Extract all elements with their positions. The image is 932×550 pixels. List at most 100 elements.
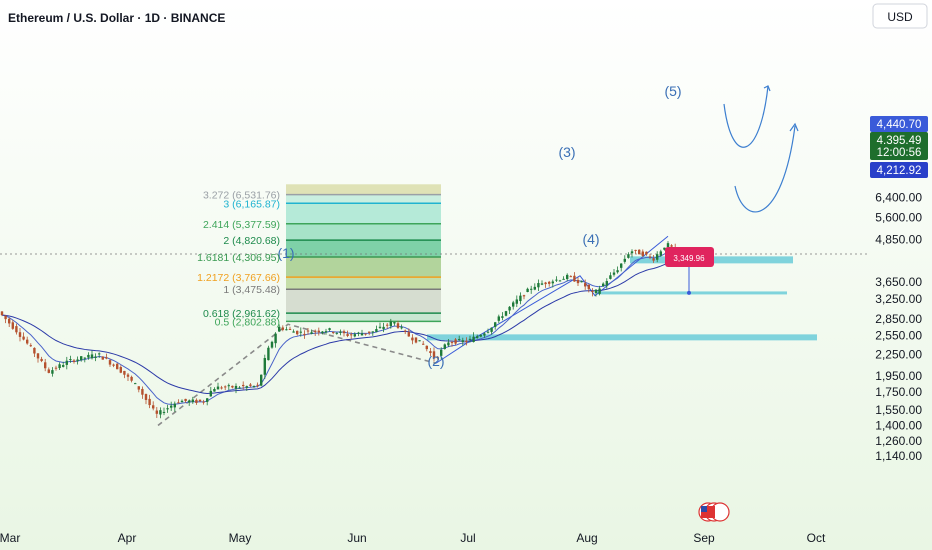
candle-body[interactable] bbox=[292, 331, 295, 333]
candle-body[interactable] bbox=[288, 328, 292, 330]
candle-body[interactable] bbox=[317, 330, 320, 333]
candle-body[interactable] bbox=[119, 367, 122, 373]
candle-body[interactable] bbox=[533, 286, 536, 290]
candle-body[interactable] bbox=[422, 343, 425, 345]
candle-body[interactable] bbox=[537, 283, 540, 288]
candle-body[interactable] bbox=[555, 279, 558, 281]
us-flag-icon[interactable] bbox=[698, 502, 730, 522]
candle-body[interactable] bbox=[479, 335, 482, 337]
candle-body[interactable] bbox=[98, 353, 101, 355]
candle-body[interactable] bbox=[627, 254, 630, 258]
candle-body[interactable] bbox=[342, 331, 346, 334]
candle-body[interactable] bbox=[436, 356, 439, 359]
candle-body[interactable] bbox=[105, 357, 108, 359]
candle-body[interactable] bbox=[368, 331, 371, 333]
candle-body[interactable] bbox=[540, 283, 544, 285]
candle-body[interactable] bbox=[58, 364, 61, 369]
candle-body[interactable] bbox=[216, 386, 220, 390]
candle-body[interactable] bbox=[494, 322, 497, 327]
candle-body[interactable] bbox=[62, 365, 65, 367]
candle-body[interactable] bbox=[238, 387, 241, 389]
candle-body[interactable] bbox=[314, 330, 317, 332]
candle-body[interactable] bbox=[339, 331, 342, 333]
candle-body[interactable] bbox=[152, 405, 155, 409]
candle-body[interactable] bbox=[162, 411, 166, 413]
candle-body[interactable] bbox=[130, 376, 133, 381]
candle-body[interactable] bbox=[522, 295, 526, 297]
candle-body[interactable] bbox=[663, 247, 666, 250]
candle-body[interactable] bbox=[231, 385, 234, 388]
candle-body[interactable] bbox=[620, 263, 623, 268]
candle-body[interactable] bbox=[234, 385, 238, 389]
candle-body[interactable] bbox=[260, 374, 263, 386]
candle-body[interactable] bbox=[274, 333, 277, 344]
candle-body[interactable] bbox=[65, 360, 68, 365]
candle-body[interactable] bbox=[580, 281, 583, 283]
candle-body[interactable] bbox=[328, 328, 331, 330]
candle-body[interactable] bbox=[332, 332, 335, 334]
candle-body[interactable] bbox=[281, 327, 284, 330]
candle-body[interactable] bbox=[321, 331, 324, 333]
candle-body[interactable] bbox=[447, 342, 450, 346]
candle-body[interactable] bbox=[0, 311, 4, 316]
candle-body[interactable] bbox=[350, 334, 353, 336]
candle-body[interactable] bbox=[569, 276, 572, 278]
candle-body[interactable] bbox=[94, 356, 97, 358]
candle-body[interactable] bbox=[594, 289, 598, 294]
support-zone-lower[interactable] bbox=[427, 334, 817, 341]
candle-body[interactable] bbox=[227, 385, 230, 387]
candle-body[interactable] bbox=[252, 385, 256, 387]
candle-body[interactable] bbox=[400, 327, 403, 329]
candle-body[interactable] bbox=[389, 321, 392, 327]
candle-body[interactable] bbox=[26, 339, 29, 344]
candle-body[interactable] bbox=[407, 332, 410, 337]
candle-body[interactable] bbox=[4, 315, 7, 320]
candle-body[interactable] bbox=[670, 245, 673, 247]
candle-body[interactable] bbox=[134, 383, 137, 385]
candle-body[interactable] bbox=[285, 329, 288, 331]
candle-body[interactable] bbox=[630, 251, 634, 254]
candle-body[interactable] bbox=[501, 316, 504, 318]
candle-body[interactable] bbox=[429, 351, 432, 354]
candle-body[interactable] bbox=[357, 332, 360, 334]
candle-body[interactable] bbox=[40, 358, 43, 362]
candle-body[interactable] bbox=[184, 398, 187, 402]
candle-body[interactable] bbox=[454, 339, 457, 344]
candle-body[interactable] bbox=[645, 251, 648, 255]
candle-body[interactable] bbox=[638, 249, 641, 255]
candle-body[interactable] bbox=[425, 345, 428, 350]
candle-body[interactable] bbox=[180, 400, 184, 403]
candle-body[interactable] bbox=[90, 354, 94, 359]
candle-body[interactable] bbox=[18, 332, 22, 337]
candle-body[interactable] bbox=[148, 398, 151, 406]
candle-body[interactable] bbox=[515, 299, 518, 304]
candle-body[interactable] bbox=[29, 345, 32, 347]
candle-body[interactable] bbox=[616, 270, 619, 273]
candle-body[interactable] bbox=[375, 329, 378, 332]
candle-body[interactable] bbox=[306, 330, 310, 332]
candle-body[interactable] bbox=[526, 288, 529, 293]
candle-body[interactable] bbox=[497, 316, 500, 321]
candle-body[interactable] bbox=[76, 359, 79, 362]
candle-body[interactable] bbox=[598, 288, 601, 294]
candle-body[interactable] bbox=[249, 384, 252, 386]
candle-body[interactable] bbox=[404, 330, 407, 332]
candle-body[interactable] bbox=[33, 347, 36, 354]
candle-body[interactable] bbox=[310, 332, 313, 334]
currency-button[interactable]: USD bbox=[872, 3, 928, 29]
candle-body[interactable] bbox=[353, 334, 356, 337]
candle-body[interactable] bbox=[213, 388, 216, 392]
candle-body[interactable] bbox=[418, 340, 421, 342]
candle-body[interactable] bbox=[263, 358, 266, 375]
candle-body[interactable] bbox=[551, 281, 554, 284]
candle-body[interactable] bbox=[170, 405, 173, 408]
candle-body[interactable] bbox=[468, 338, 472, 340]
candle-body[interactable] bbox=[591, 290, 594, 292]
candle-body[interactable] bbox=[609, 275, 612, 279]
candle-body[interactable] bbox=[220, 387, 223, 389]
candle-body[interactable] bbox=[566, 274, 569, 280]
candle-body[interactable] bbox=[83, 357, 86, 359]
candle-body[interactable] bbox=[465, 340, 468, 342]
candle-body[interactable] bbox=[123, 370, 126, 375]
